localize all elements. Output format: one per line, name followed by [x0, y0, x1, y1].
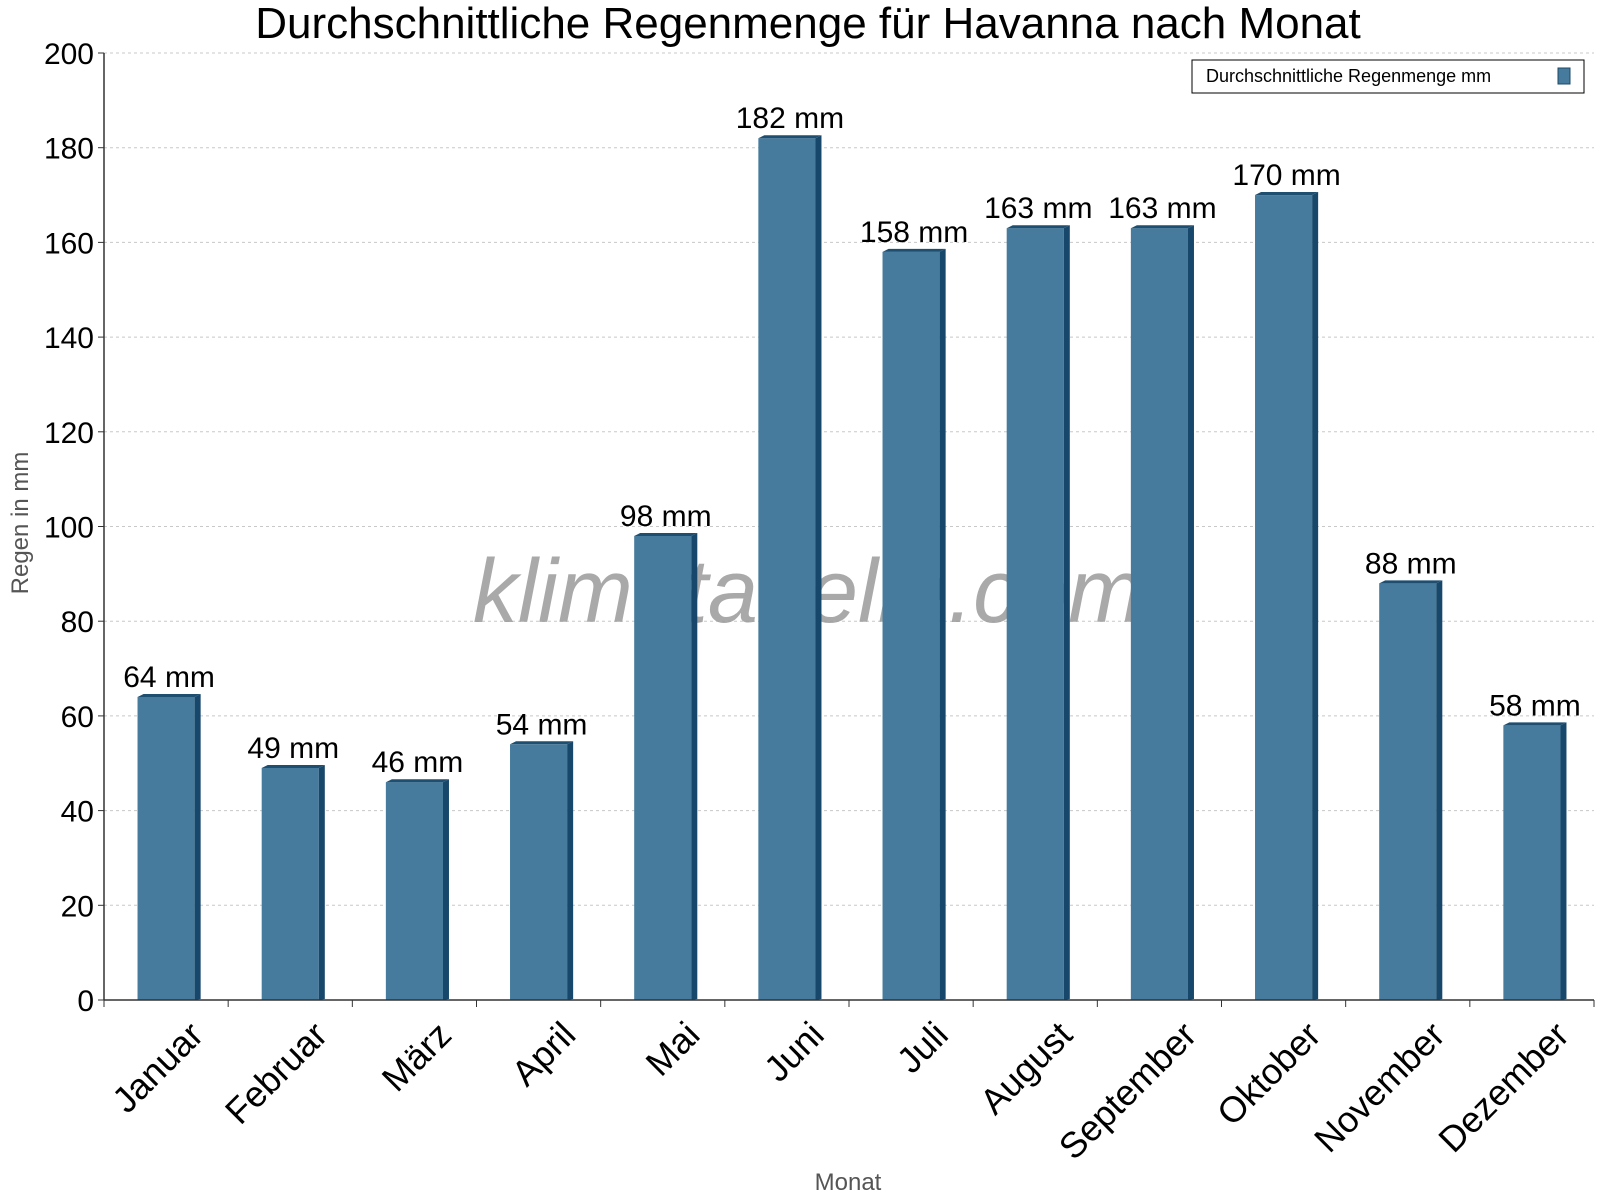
bar-data-label: 163 mm — [1108, 192, 1216, 225]
bar-top — [634, 532, 698, 536]
y-tick-label: 140 — [44, 322, 94, 355]
bar-data-label: 88 mm — [1365, 547, 1457, 580]
bar — [137, 696, 195, 1000]
bar — [1130, 228, 1188, 1000]
y-tick-label: 180 — [44, 133, 94, 166]
bar-side — [939, 248, 946, 1000]
bar — [510, 744, 568, 1000]
y-axis-title: Regen in mm — [7, 452, 34, 595]
bar-top — [261, 764, 325, 768]
legend-swatch — [1557, 67, 1571, 85]
y-tick-label: 100 — [44, 512, 94, 545]
bar-side — [442, 779, 449, 1000]
bar-side — [194, 693, 201, 1000]
y-tick-label: 160 — [44, 227, 94, 260]
bar-data-label: 49 mm — [247, 732, 339, 765]
legend-label: Durchschnittliche Regenmenge mm — [1206, 66, 1491, 86]
bar-side — [815, 135, 822, 1001]
bar-data-label: 158 mm — [860, 216, 968, 249]
bar-side — [1187, 225, 1194, 1000]
y-tick-label: 200 — [44, 38, 94, 71]
y-tick-label: 20 — [61, 890, 94, 923]
bar-top — [385, 779, 449, 783]
bar — [1255, 195, 1313, 1001]
gridlines — [104, 52, 1594, 906]
y-tick-label: 0 — [77, 985, 94, 1018]
y-tick-label: 80 — [61, 606, 94, 639]
bar-side — [1312, 192, 1319, 1001]
legend-box — [1191, 59, 1585, 94]
bars — [137, 135, 1567, 1001]
bar-data-label: 98 mm — [620, 500, 712, 533]
bar-top — [1130, 225, 1194, 229]
bar — [385, 782, 443, 1000]
bar-top — [1379, 580, 1443, 584]
bar — [882, 251, 940, 1000]
bar-top — [1006, 225, 1070, 229]
bar — [261, 767, 319, 1000]
bar — [1379, 583, 1437, 1000]
bar-data-label: 64 mm — [123, 661, 215, 694]
bar-top — [510, 741, 574, 745]
bar — [634, 535, 692, 1000]
bar-data-label: 46 mm — [372, 746, 464, 779]
bar-side — [567, 741, 574, 1000]
bar-data-label: 170 mm — [1232, 159, 1340, 192]
x-axis-title: Monat — [815, 1169, 882, 1196]
bar-top — [882, 248, 946, 252]
bar-data-label: 58 mm — [1489, 689, 1581, 722]
chart-title: Durchschnittliche Regenmenge für Havanna… — [255, 0, 1361, 48]
bar-top — [1503, 722, 1567, 726]
bar-side — [691, 532, 698, 1000]
y-tick-label: 40 — [61, 796, 94, 829]
bar-side — [1436, 580, 1443, 1000]
data-labels: 64 mm 49 mm 46 mm 54 mm 98 mm 182 mm 158 mm 163… — [123, 102, 1581, 779]
y-tick-label: 60 — [61, 701, 94, 734]
legend: Durchschnittliche Regenmenge mm — [1191, 59, 1585, 94]
bar-data-label: 182 mm — [736, 102, 844, 135]
bar-side — [318, 764, 325, 1000]
bar-top — [1255, 192, 1319, 196]
bar — [758, 138, 816, 1001]
bar-top — [137, 693, 201, 697]
y-tick-label: 120 — [44, 417, 94, 450]
bar — [1006, 228, 1064, 1000]
bar-top — [758, 135, 822, 139]
bar-side — [1560, 722, 1567, 1000]
bar-side — [1063, 225, 1070, 1000]
bar — [1503, 725, 1561, 1000]
bar-data-label: 163 mm — [984, 192, 1092, 225]
bar-data-label: 54 mm — [496, 708, 588, 741]
